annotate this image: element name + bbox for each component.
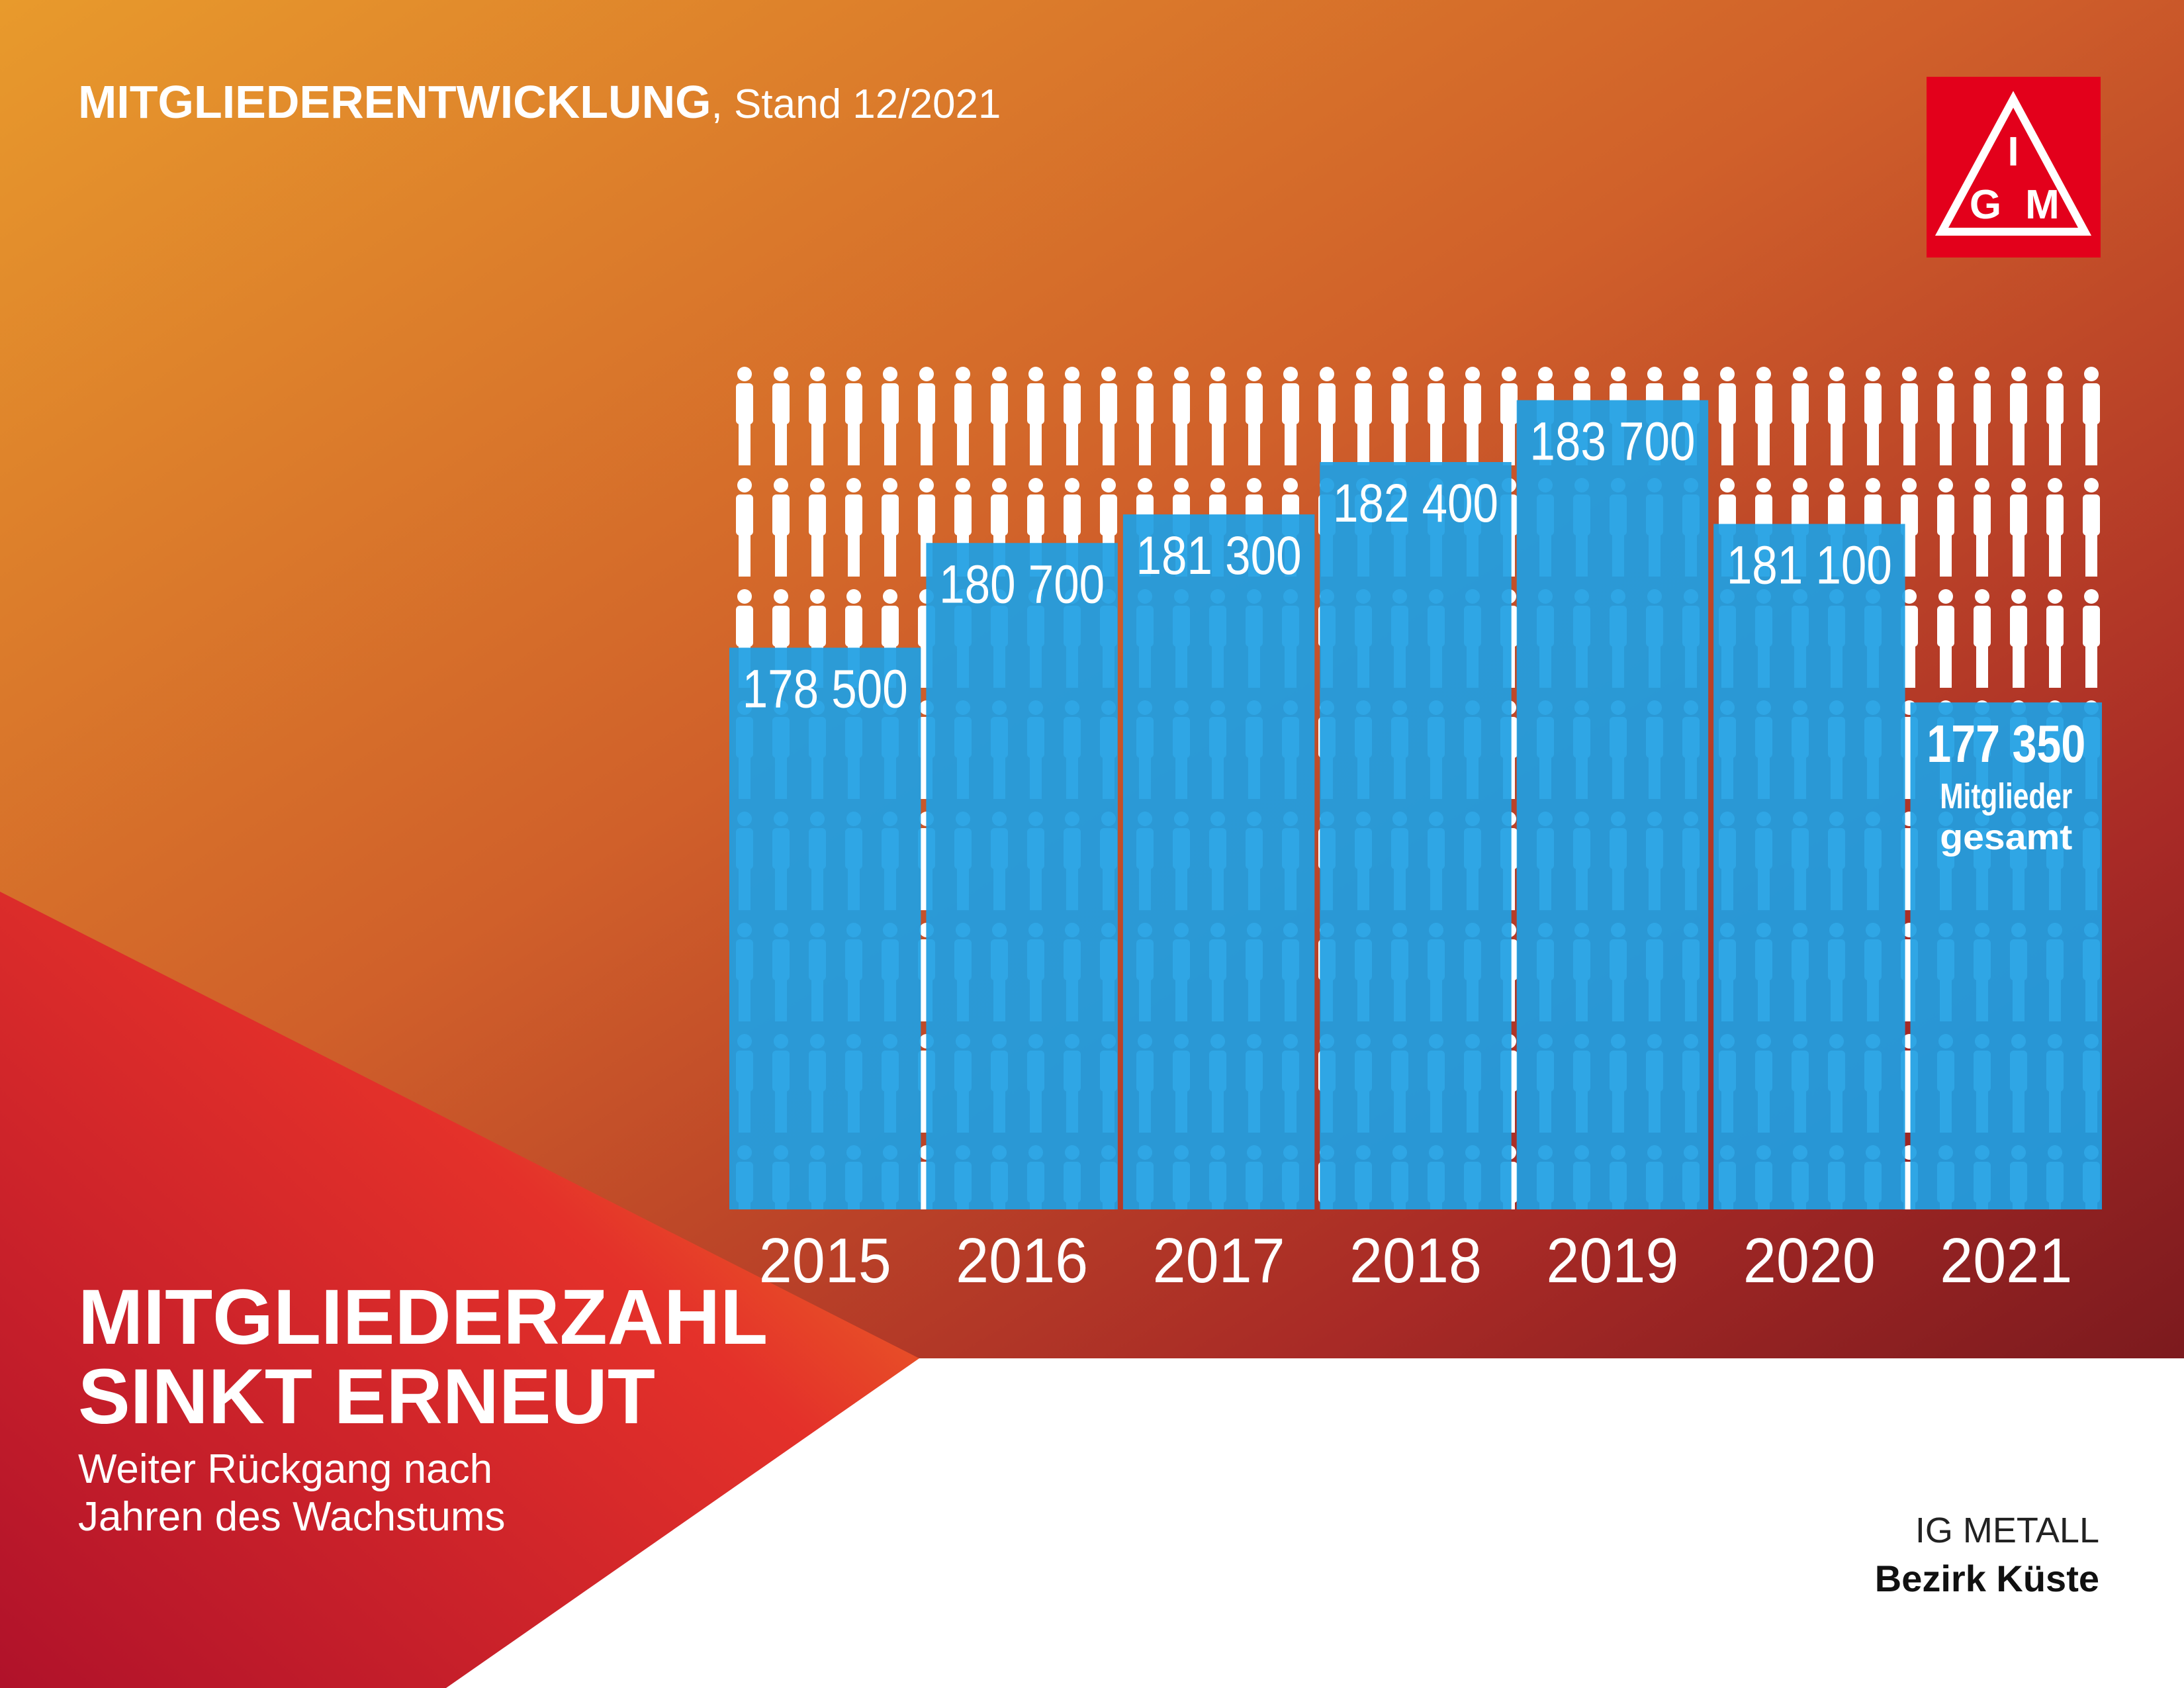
x-tick-label: 2015 bbox=[759, 1225, 891, 1296]
x-tick-label: 2020 bbox=[1743, 1225, 1876, 1296]
logo-triangle bbox=[1934, 91, 2092, 236]
x-tick-label: 2021 bbox=[1940, 1225, 2072, 1296]
value-label: 181 300 bbox=[1136, 526, 1302, 586]
value-label: 177 350 bbox=[1927, 714, 2085, 773]
x-tick-label: 2019 bbox=[1546, 1225, 1678, 1296]
subline: Jahren des Wachstums bbox=[78, 1494, 506, 1540]
bar bbox=[729, 647, 921, 1209]
bar bbox=[1910, 702, 2102, 1209]
annotation: Mitglieder bbox=[1940, 776, 2072, 816]
logo-letter: I bbox=[2007, 129, 2019, 175]
logo-letter: M bbox=[2025, 182, 2060, 228]
value-label: 181 100 bbox=[1727, 535, 1892, 595]
bar bbox=[1713, 524, 1905, 1209]
bar bbox=[1516, 400, 1709, 1209]
annotation: gesamt bbox=[1940, 818, 2072, 857]
bar bbox=[926, 543, 1118, 1209]
x-tick-label: 2016 bbox=[956, 1225, 1088, 1296]
footer-org: IG METALL bbox=[1915, 1511, 2099, 1550]
headline: SINKT ERNEUT bbox=[78, 1353, 655, 1440]
logo: I G M bbox=[1927, 77, 2101, 258]
x-tick-label: 2018 bbox=[1349, 1225, 1482, 1296]
footer-region: Bezirk Küste bbox=[1875, 1558, 2099, 1599]
value-label: 183 700 bbox=[1529, 412, 1695, 472]
x-tick-label: 2017 bbox=[1153, 1225, 1285, 1296]
red-triangle bbox=[0, 892, 919, 1688]
chart-title: MITGLIEDERENTWICKLUNG, Stand 12/2021 bbox=[78, 76, 1001, 128]
value-label: 178 500 bbox=[743, 659, 908, 719]
logo-letter: G bbox=[1970, 182, 2001, 228]
bar bbox=[1320, 462, 1512, 1209]
subtitle: , Stand 12/2021 bbox=[711, 81, 1001, 127]
bar bbox=[1122, 514, 1315, 1210]
value-label: 182 400 bbox=[1333, 473, 1498, 534]
subline: Weiter Rückgang nach bbox=[78, 1446, 492, 1492]
headline: MITGLIEDERZAHL bbox=[78, 1274, 768, 1361]
value-label: 180 700 bbox=[939, 554, 1105, 614]
title: MITGLIEDERENTWICKLUNG bbox=[78, 76, 711, 128]
